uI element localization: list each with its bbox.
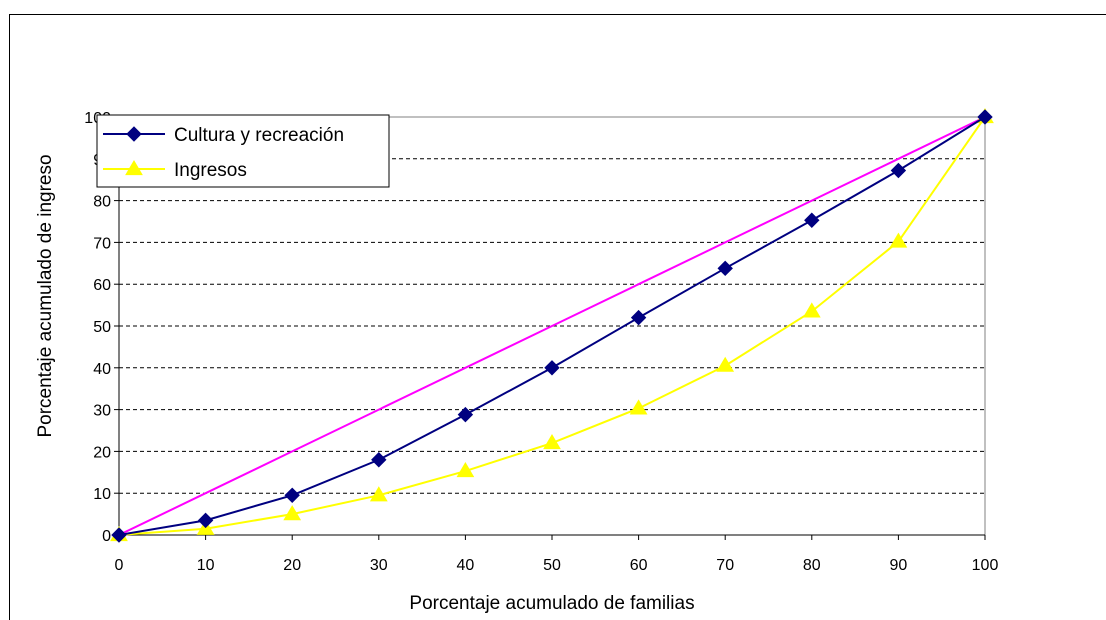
y-tick-label: 0 — [102, 528, 111, 545]
data-point — [197, 512, 214, 529]
y-tick-label: 10 — [93, 486, 111, 503]
x-tick-label: 10 — [197, 557, 215, 574]
data-point — [543, 434, 561, 450]
legend-marker — [126, 126, 142, 142]
legend-marker — [125, 160, 143, 176]
y-tick-label: 80 — [93, 194, 111, 211]
x-tick-label: 40 — [457, 557, 475, 574]
y-tick-label: 50 — [93, 319, 111, 336]
data-point — [544, 360, 560, 376]
data-point — [977, 109, 993, 125]
y-tick-label: 40 — [93, 361, 111, 378]
legend-label: Cultura y recreación — [174, 125, 344, 146]
x-tick-label: 50 — [543, 557, 561, 574]
x-axis-title: Porcentaje acumulado de familias — [409, 593, 694, 614]
x-tick-label: 90 — [890, 557, 908, 574]
data-point — [630, 309, 647, 326]
data-point — [889, 232, 908, 248]
legend-box — [96, 114, 390, 188]
series-cultura — [111, 109, 993, 543]
equality-line — [118, 116, 986, 536]
legend-label: Ingresos — [174, 160, 247, 181]
x-tick-label: 80 — [803, 557, 821, 574]
y-tick-label: 60 — [93, 277, 111, 294]
gridlines — [119, 158, 985, 494]
y-tick-label: 20 — [93, 444, 111, 461]
series — [110, 108, 994, 543]
data-point — [717, 260, 733, 277]
data-point — [111, 527, 127, 543]
data-point — [629, 399, 648, 415]
data-point — [371, 452, 387, 468]
data-point — [283, 505, 302, 521]
data-point — [804, 212, 820, 228]
data-point — [716, 356, 735, 372]
x-tick-label: 70 — [716, 557, 734, 574]
x-tick-label: 60 — [630, 557, 648, 574]
data-point — [802, 302, 821, 318]
data-point — [456, 462, 475, 478]
x-tick-label: 100 — [972, 557, 999, 574]
data-point — [890, 162, 907, 179]
y-tick-label: 70 — [93, 235, 111, 252]
x-tick-label: 30 — [370, 557, 388, 574]
data-point — [369, 486, 388, 502]
x-tick-label: 20 — [283, 557, 301, 574]
axes: 0102030405060708090100010203040506070809… — [84, 110, 998, 574]
y-axis-title: Porcentaje acumulado de ingreso — [35, 154, 56, 437]
legend: Cultura y recreación Ingresos — [96, 114, 390, 188]
x-tick-label: 0 — [115, 557, 124, 574]
data-point — [457, 406, 474, 423]
data-point — [284, 487, 300, 503]
y-tick-label: 30 — [93, 403, 111, 420]
